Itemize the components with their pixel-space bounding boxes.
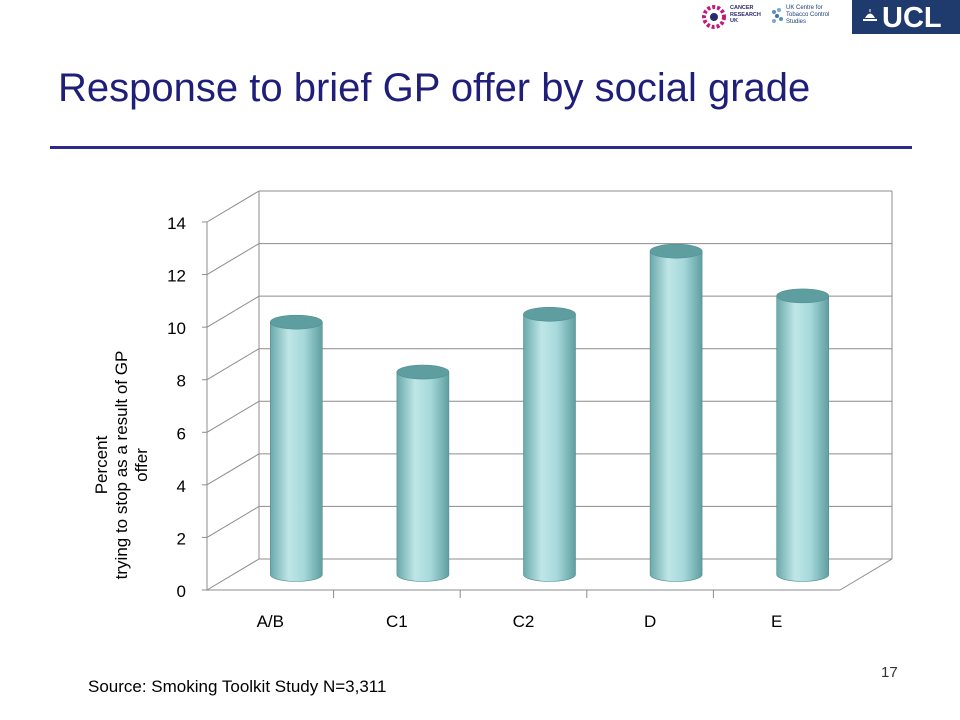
- bar-C1: [396, 364, 450, 582]
- bar-top: [396, 364, 450, 380]
- ucl-logo: UCL: [852, 0, 960, 34]
- x-axis-ticks: A/B C1 C2 D E: [257, 590, 782, 631]
- y-axis-ticks: 0 2 4 6 8 10 12 14: [167, 214, 207, 601]
- cancer-research-logo-text: CANCER RESEARCH UK: [730, 5, 761, 24]
- gridline-diagonal: [206, 400, 260, 433]
- gridline-diagonal: [206, 190, 260, 223]
- tobacco-centre-logo-text: UK Centre for Tobacco Control Studies: [786, 5, 830, 25]
- bar-body: [396, 371, 450, 582]
- page-number: 17: [881, 664, 898, 681]
- bar-body: [776, 295, 829, 582]
- title-divider: [50, 146, 912, 149]
- bar-top: [523, 306, 576, 322]
- tobacco-centre-icon: [772, 8, 783, 23]
- bar-top: [776, 288, 830, 304]
- y-tick-label: 8: [177, 372, 186, 391]
- y-tick-label: 14: [167, 214, 186, 233]
- bar-top: [269, 314, 323, 330]
- gridline-diagonal: [206, 243, 260, 276]
- cancer-research-uk-logo: CANCER RESEARCH UK: [700, 2, 761, 32]
- x-tick-label: C1: [386, 612, 408, 631]
- bar-body: [649, 250, 703, 582]
- x-tick-label: D: [644, 612, 656, 631]
- y-tick-label: 0: [177, 582, 186, 601]
- y-tick-label: 12: [167, 267, 186, 286]
- tobacco-control-studies-logo: UK Centre for Tobacco Control Studies: [768, 2, 848, 32]
- y-tick-label: 4: [177, 477, 186, 496]
- x-tick-label: E: [771, 612, 782, 631]
- y-tick-label: 10: [167, 319, 186, 338]
- bar-top: [649, 243, 703, 259]
- y-tick-label: 6: [177, 424, 186, 443]
- chart-bars: [269, 243, 830, 582]
- x-tick-label: A/B: [257, 612, 284, 631]
- ucl-dome-icon: [863, 9, 877, 21]
- cancer-research-icon: [702, 5, 726, 29]
- x-tick-label: C2: [513, 612, 535, 631]
- bar-D: [649, 243, 703, 582]
- bar-C2: [523, 306, 576, 582]
- source-note: Source: Smoking Toolkit Study N=3,311: [88, 677, 387, 696]
- gridline-diagonal: [206, 348, 260, 381]
- ucl-logo-text: UCL: [882, 2, 942, 34]
- logo-bar: CANCER RESEARCH UK UK Centre for Tobacco…: [690, 0, 960, 34]
- gridline-diagonal: [206, 558, 260, 591]
- slide-title: Response to brief GP offer by social gra…: [58, 66, 811, 110]
- gridline-diagonal: [206, 505, 260, 538]
- y-tick-label: 2: [177, 529, 186, 548]
- bar-E: [776, 288, 830, 582]
- bar-A/B: [269, 314, 323, 582]
- y-axis-label: Percenttrying to stop as a result of GPo…: [92, 351, 151, 580]
- bar-body: [523, 313, 576, 582]
- bar-body: [270, 321, 323, 582]
- floor-right-edge: [839, 558, 893, 591]
- gridline-diagonal: [206, 453, 260, 486]
- gridline-diagonal: [206, 295, 260, 328]
